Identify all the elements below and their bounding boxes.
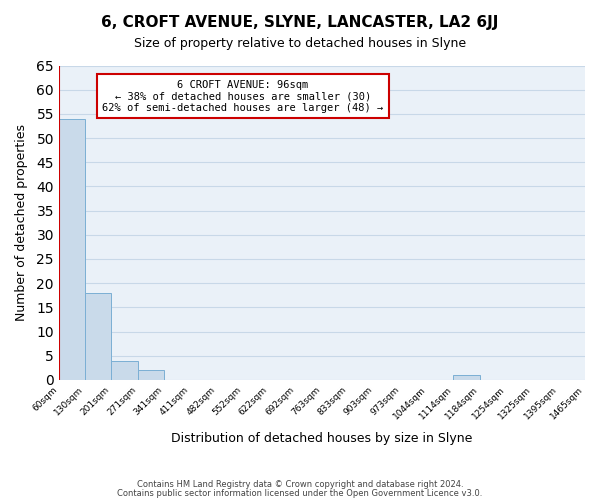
Text: Contains public sector information licensed under the Open Government Licence v3: Contains public sector information licen… (118, 489, 482, 498)
Bar (59, 118, 85, 380)
Text: 6 CROFT AVENUE: 96sqm
← 38% of detached houses are smaller (30)
62% of semi-deta: 6 CROFT AVENUE: 96sqm ← 38% of detached … (103, 80, 383, 113)
Bar (112, 360, 138, 380)
Text: Size of property relative to detached houses in Slyne: Size of property relative to detached ho… (134, 38, 466, 51)
Text: 6, CROFT AVENUE, SLYNE, LANCASTER, LA2 6JJ: 6, CROFT AVENUE, SLYNE, LANCASTER, LA2 6… (101, 15, 499, 30)
Bar (85, 293, 112, 380)
Bar (454, 375, 480, 380)
Bar (138, 370, 164, 380)
Text: Contains HM Land Registry data © Crown copyright and database right 2024.: Contains HM Land Registry data © Crown c… (137, 480, 463, 489)
X-axis label: Distribution of detached houses by size in Slyne: Distribution of detached houses by size … (171, 432, 473, 445)
Y-axis label: Number of detached properties: Number of detached properties (15, 124, 28, 321)
